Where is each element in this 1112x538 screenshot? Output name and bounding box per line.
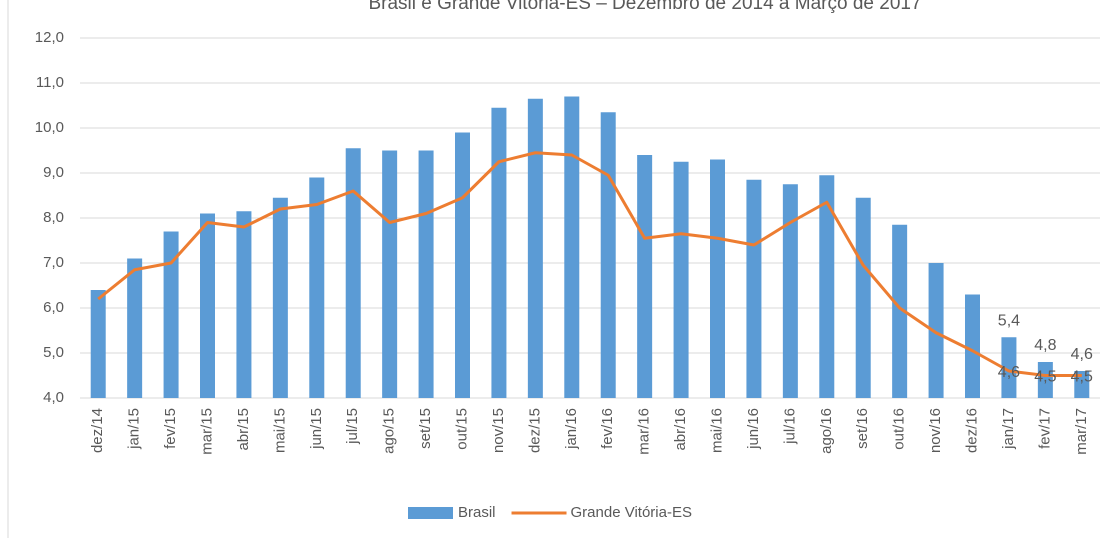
- x-tick-label: jan/17: [1000, 408, 1017, 450]
- bar: [564, 96, 580, 398]
- x-tick-label: abr/16: [672, 408, 689, 451]
- x-tick-label: jun/15: [308, 408, 325, 450]
- bar: [309, 177, 325, 398]
- data-label: 4,5: [1071, 369, 1093, 386]
- y-tick-label: 11,0: [36, 74, 64, 91]
- x-tick-label: fev/15: [162, 408, 179, 449]
- data-label: 5,4: [998, 312, 1020, 329]
- bar: [673, 161, 689, 398]
- y-tick-label: 4,0: [43, 389, 64, 406]
- bar: [892, 224, 908, 398]
- y-tick-label: 6,0: [43, 299, 64, 316]
- y-tick-label: 8,0: [43, 209, 64, 226]
- x-tick-label: ago/15: [381, 408, 398, 454]
- x-tick-label: nov/15: [490, 408, 507, 453]
- bar: [965, 294, 980, 398]
- x-tick-label: mar/15: [198, 408, 215, 455]
- bar: [163, 231, 179, 398]
- data-label: 4,8: [1034, 337, 1056, 354]
- y-tick-label: 7,0: [43, 254, 64, 271]
- bar: [90, 290, 106, 398]
- bar: [637, 155, 653, 398]
- bar: [782, 184, 798, 398]
- bar: [418, 150, 434, 398]
- y-tick-label: 12,0: [35, 29, 64, 46]
- chart-title: Brasil e Grande Vitória-ES – Dezembro de…: [368, 0, 921, 14]
- bar: [600, 112, 616, 398]
- x-tick-label: mai/15: [271, 408, 288, 453]
- bar: [710, 159, 725, 398]
- bar: [200, 213, 215, 398]
- data-label: 4,5: [1034, 369, 1056, 386]
- x-tick-label: out/15: [453, 408, 470, 450]
- data-label: 4,6: [998, 364, 1020, 381]
- x-tick-label: jun/16: [745, 408, 762, 450]
- x-tick-label: jul/15: [344, 408, 361, 445]
- y-tick-label: 9,0: [43, 164, 64, 181]
- x-tick-label: dez/15: [526, 408, 543, 453]
- x-tick-label: mar/16: [636, 408, 653, 455]
- bar: [746, 179, 762, 398]
- x-tick-label: ago/16: [818, 408, 835, 454]
- bar: [1037, 362, 1053, 398]
- bar: [491, 107, 507, 398]
- bar: [382, 150, 398, 398]
- x-tick-label: jan/15: [126, 408, 143, 450]
- bar: [928, 263, 944, 398]
- data-label: 4,6: [1071, 346, 1093, 363]
- x-tick-label: dez/14: [89, 408, 106, 453]
- x-tick-label: dez/16: [963, 408, 980, 453]
- x-tick-label: set/16: [854, 408, 871, 449]
- bar: [236, 211, 252, 398]
- chart-border: [7, 0, 9, 538]
- x-tick-label: abr/15: [235, 408, 252, 451]
- bar: [855, 197, 871, 398]
- x-tick-label: jul/16: [781, 408, 798, 445]
- x-tick-label: fev/16: [599, 408, 616, 449]
- y-tick-label: 5,0: [43, 344, 64, 361]
- bar: [455, 132, 470, 398]
- bar: [272, 197, 288, 398]
- bar: [1074, 371, 1090, 398]
- x-tick-label: out/16: [891, 408, 908, 450]
- legend-label: Grande Vitória-ES: [571, 504, 692, 521]
- x-tick-label: set/15: [417, 408, 434, 449]
- x-tick-label: nov/16: [927, 408, 944, 453]
- bar: [819, 175, 835, 398]
- line: [97, 151, 1082, 377]
- legend-swatch: [408, 507, 453, 519]
- x-tick-label: mar/17: [1073, 408, 1090, 455]
- x-tick-label: fev/17: [1036, 408, 1053, 449]
- x-tick-label: mai/16: [708, 408, 725, 453]
- bar: [527, 98, 543, 398]
- y-tick-label: 10,0: [35, 119, 64, 136]
- legend-label: Brasil: [458, 504, 496, 521]
- bar: [127, 258, 143, 398]
- bar: [345, 148, 361, 398]
- x-tick-label: jan/16: [563, 408, 580, 450]
- bar: [1001, 337, 1017, 398]
